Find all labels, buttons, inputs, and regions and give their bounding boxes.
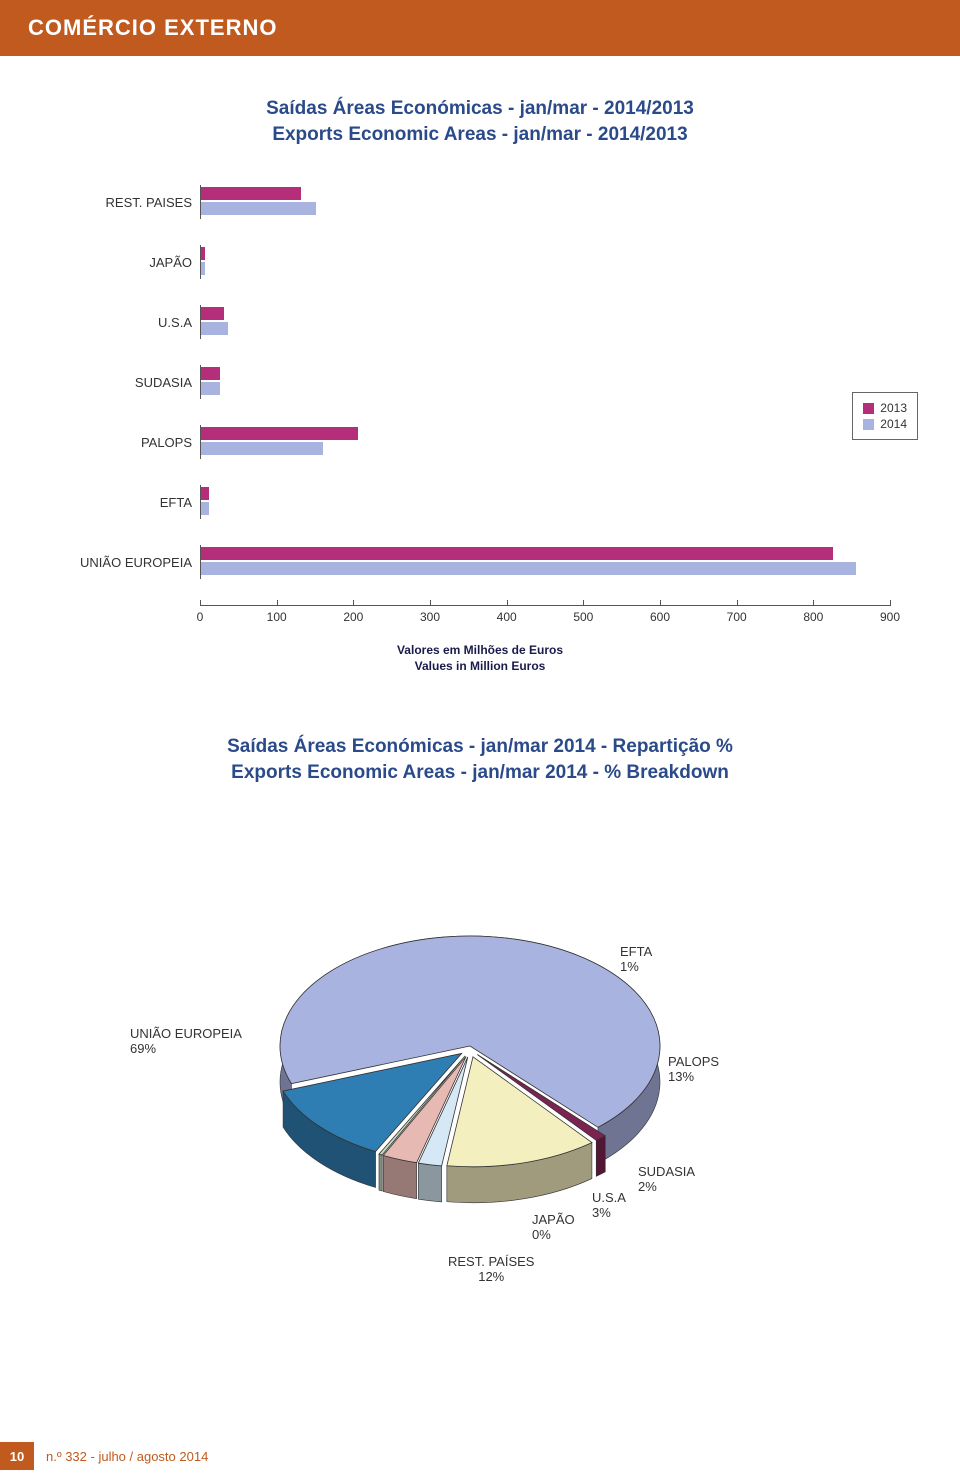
bar-row: PALOPS xyxy=(70,425,890,459)
axis-tick-label: 700 xyxy=(727,610,747,624)
bar-2013 xyxy=(201,487,209,500)
bar-category-label: U.S.A xyxy=(70,315,200,330)
pie-label-japao: JAPÃO 0% xyxy=(532,1212,575,1243)
pie-label-rest-paises: REST. PAÍSES 12% xyxy=(448,1254,534,1285)
bar-2014 xyxy=(201,322,228,335)
pie-slice-side xyxy=(596,1136,605,1176)
legend-swatch-2013 xyxy=(863,403,874,414)
pie-chart-svg xyxy=(220,876,740,1256)
barchart-title: Saídas Áreas Económicas - jan/mar - 2014… xyxy=(0,96,960,147)
bar-2014 xyxy=(201,382,220,395)
pie-chart: UNIÃO EUROPEIA 69% EFTA 1% PALOPS 13% SU… xyxy=(120,876,840,1316)
page-number: 10 xyxy=(0,1442,34,1470)
axis-tick xyxy=(430,600,431,606)
bar-row: UNIÃO EUROPEIA xyxy=(70,545,890,579)
header-bar: COMÉRCIO EXTERNO xyxy=(0,0,960,56)
legend-label-2013: 2013 xyxy=(880,401,907,415)
bar-row: JAPÃO xyxy=(70,245,890,279)
axis-tick xyxy=(737,600,738,606)
bar-track xyxy=(200,485,890,519)
bar-2014 xyxy=(201,202,316,215)
bar-2013 xyxy=(201,307,224,320)
bar-track xyxy=(200,305,890,339)
axis-tick-label: 100 xyxy=(267,610,287,624)
bar-category-label: PALOPS xyxy=(70,435,200,450)
axis-tick-label: 900 xyxy=(880,610,900,624)
axis-tick xyxy=(353,600,354,606)
pie-label-usa: U.S.A 3% xyxy=(592,1190,626,1221)
bar-category-label: JAPÃO xyxy=(70,255,200,270)
bar-2013 xyxy=(201,247,205,260)
axis-tick xyxy=(890,600,891,606)
bar-2014 xyxy=(201,262,205,275)
bar-chart-legend: 2013 2014 xyxy=(852,392,918,440)
footer: 10 n.º 332 - julho / agosto 2014 xyxy=(0,1442,208,1470)
legend-label-2014: 2014 xyxy=(880,417,907,431)
bar-track xyxy=(200,365,890,399)
pie-label-uniao-europeia: UNIÃO EUROPEIA 69% xyxy=(130,1026,242,1057)
page-title: COMÉRCIO EXTERNO xyxy=(28,15,277,41)
piechart-title: Saídas Áreas Económicas - jan/mar 2014 -… xyxy=(0,734,960,785)
axis-tick-label: 500 xyxy=(573,610,593,624)
pie-label-sudasia: SUDASIA 2% xyxy=(638,1164,695,1195)
pie-label-efta: EFTA 1% xyxy=(620,944,652,975)
bar-row: U.S.A xyxy=(70,305,890,339)
bar-category-label: REST. PAISES xyxy=(70,195,200,210)
bar-category-label: EFTA xyxy=(70,495,200,510)
pie-slice-side xyxy=(418,1163,441,1202)
bar-track xyxy=(200,245,890,279)
axis-tick xyxy=(583,600,584,606)
bar-2013 xyxy=(201,367,220,380)
axis-caption-line2: Values in Million Euros xyxy=(70,659,890,675)
bar-row: SUDASIA xyxy=(70,365,890,399)
legend-item-2013: 2013 xyxy=(863,401,907,415)
bar-track xyxy=(200,425,890,459)
pie-slice-side xyxy=(379,1154,382,1191)
bar-2014 xyxy=(201,562,856,575)
axis-tick xyxy=(200,600,201,606)
axis-tick xyxy=(813,600,814,606)
axis-tick-label: 800 xyxy=(803,610,823,624)
bar-category-label: SUDASIA xyxy=(70,375,200,390)
axis-tick-label: 300 xyxy=(420,610,440,624)
bar-category-label: UNIÃO EUROPEIA xyxy=(70,555,200,570)
barchart-title-line2: Exports Economic Areas - jan/mar - 2014/… xyxy=(0,122,960,148)
bar-row: EFTA xyxy=(70,485,890,519)
axis-tick-label: 400 xyxy=(497,610,517,624)
bar-2013 xyxy=(201,427,358,440)
bar-row: REST. PAISES xyxy=(70,185,890,219)
piechart-title-line1: Saídas Áreas Económicas - jan/mar 2014 -… xyxy=(0,734,960,760)
bar-2014 xyxy=(201,502,209,515)
bar-2014 xyxy=(201,442,323,455)
barchart-title-line1: Saídas Áreas Económicas - jan/mar - 2014… xyxy=(0,96,960,122)
axis-tick-label: 200 xyxy=(343,610,363,624)
axis-tick xyxy=(507,600,508,606)
legend-item-2014: 2014 xyxy=(863,417,907,431)
axis-tick xyxy=(277,600,278,606)
bar-chart-axis-caption: Valores em Milhões de Euros Values in Mi… xyxy=(70,643,890,674)
axis-tick-label: 600 xyxy=(650,610,670,624)
axis-tick xyxy=(660,600,661,606)
bar-chart: REST. PAISES JAPÃO U.S.A SUDASIA PALOPS EFTA U… xyxy=(70,185,890,674)
axis-tick-label: 0 xyxy=(197,610,204,624)
bar-track xyxy=(200,545,890,579)
bar-2013 xyxy=(201,547,833,560)
piechart-title-line2: Exports Economic Areas - jan/mar 2014 - … xyxy=(0,760,960,786)
legend-swatch-2014 xyxy=(863,419,874,430)
axis-caption-line1: Valores em Milhões de Euros xyxy=(70,643,890,659)
bar-track xyxy=(200,185,890,219)
issue-text: n.º 332 - julho / agosto 2014 xyxy=(46,1449,208,1464)
bar-2013 xyxy=(201,187,301,200)
pie-label-palops: PALOPS 13% xyxy=(668,1054,719,1085)
bar-chart-x-axis: 0100200300400500600700800900 xyxy=(200,605,890,629)
